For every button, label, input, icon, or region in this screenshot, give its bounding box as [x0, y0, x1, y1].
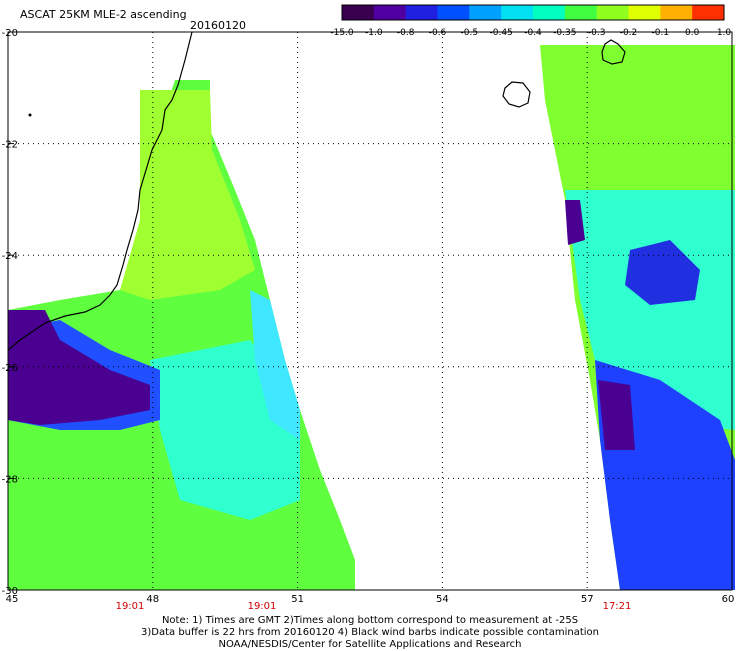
- colorbar-label: -1.0: [365, 28, 383, 38]
- colorbar-segment: [501, 5, 534, 20]
- grid: [8, 32, 732, 590]
- latitude-labels: -20 -22 -24 -26 -28 -30: [2, 28, 18, 597]
- mauritius-coast: [601, 39, 626, 65]
- colorbar-label: -0.6: [429, 28, 447, 38]
- colorbar-segment: [628, 5, 661, 20]
- colorbar-label: -0.4: [524, 28, 542, 38]
- madagascar-coast: [7, 31, 193, 351]
- reunion-coast: [502, 81, 531, 108]
- lat-label: -26: [2, 363, 18, 374]
- left-swath-cyan-edge: [250, 290, 300, 440]
- colorbar-label: -0.8: [397, 28, 415, 38]
- map-title: ASCAT 25KM MLE-2 ascending: [20, 8, 187, 21]
- colorbar-segment: [596, 5, 629, 20]
- colorbar-segment: [437, 5, 470, 20]
- colorbar-label: -0.1: [652, 28, 670, 38]
- colorbar-label: -0.5: [461, 28, 479, 38]
- colorbar-segment: [533, 5, 566, 20]
- time-label: 17:21: [603, 601, 632, 612]
- lon-label: 51: [291, 594, 304, 605]
- colorbar-label: -0.3: [588, 28, 606, 38]
- note-line-3: NOAA/NESDIS/Center for Satellite Applica…: [218, 639, 522, 650]
- colorbar-segment: [469, 5, 502, 20]
- colorbar-segment: [342, 5, 375, 20]
- colorbar-segment: [405, 5, 438, 20]
- lon-label: 57: [581, 594, 594, 605]
- lat-label: -22: [2, 140, 18, 151]
- colorbar-label: -0.35: [553, 28, 576, 38]
- note-line-2: 3)Data buffer is 22 hrs from 20160120 4)…: [141, 627, 599, 638]
- lat-label: -24: [2, 251, 18, 262]
- lon-label: 45: [6, 594, 19, 605]
- lon-label: 54: [436, 594, 449, 605]
- colorbar-segment: [692, 5, 725, 20]
- plot-frame: [7, 31, 733, 591]
- coastlines: [7, 31, 626, 351]
- lon-label: 48: [146, 594, 159, 605]
- colorbar: -15.0 -1.0 -0.8 -0.6 -0.5 -0.45 -0.4 -0.35 -0.3 -…: [330, 4, 732, 38]
- right-swath-core: [625, 240, 700, 305]
- lat-label: -20: [2, 28, 18, 39]
- colorbar-label: -0.2: [620, 28, 638, 38]
- longitude-labels: 45 48 51 54 57 60: [6, 594, 735, 605]
- map-date: 20160120: [190, 19, 246, 32]
- swath-data: [8, 45, 735, 590]
- right-swath-dark: [598, 380, 635, 450]
- colorbar-label: -0.45: [490, 28, 513, 38]
- lat-label: -28: [2, 474, 18, 485]
- colorbar-frame: [341, 4, 725, 21]
- colorbar-label: 0.0: [685, 28, 700, 38]
- colorbar-label: -15.0: [330, 28, 354, 38]
- right-swath-dark-top: [565, 200, 585, 245]
- note-line-1: Note: 1) Times are GMT 2)Times along bot…: [161, 615, 579, 626]
- island-dot: [28, 113, 32, 117]
- colorbar-segment: [660, 5, 693, 20]
- time-label: 19:01: [248, 601, 277, 612]
- left-swath-green: [120, 90, 255, 300]
- colorbar-segment: [373, 5, 407, 20]
- colorbar-label: 1.0: [717, 28, 732, 38]
- lon-label: 60: [722, 594, 735, 605]
- left-swath-dark: [8, 310, 150, 425]
- time-labels: 19:01 19:01 17:21: [116, 601, 632, 612]
- lat-label: -30: [2, 586, 18, 597]
- colorbar-segment: [564, 5, 598, 20]
- time-label: 19:01: [116, 601, 145, 612]
